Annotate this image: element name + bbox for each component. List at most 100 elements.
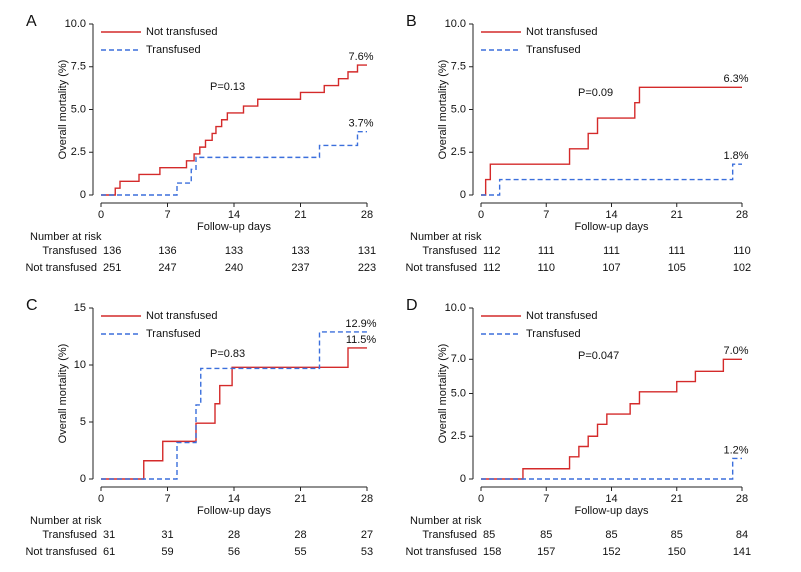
y-axis-label: Overall mortality (%) [437,344,449,444]
risk-count: 56 [228,546,240,558]
risk-count: 150 [668,546,686,558]
risk-count: 105 [668,262,686,274]
x-tick-label: 7 [164,493,170,505]
risk-count: 27 [361,529,373,541]
risk-count: 247 [158,262,176,274]
end-label: 12.9% [345,318,376,330]
x-tick-label: 28 [361,209,373,221]
y-tick-label: 7.5 [71,61,86,73]
legend-label: Not transfused [146,26,218,38]
legend-label: Not transfused [146,310,218,322]
annotation: P=0.047 [578,350,619,362]
survival-line [101,347,367,480]
x-tick-label: 7 [543,209,549,221]
panel: A 0 2.5 5.0 7.5 10.0 0 7 14 21 28 Follow-up days Ove… [25,13,376,274]
risk-row-label: Transfused [42,529,97,541]
y-tick-label: 0 [80,189,86,201]
risk-count: 28 [228,529,240,541]
x-axis-label: Follow-up days [197,505,271,517]
x-tick-label: 14 [605,493,617,505]
risk-count: 111 [668,245,685,257]
end-label: 7.6% [348,51,373,63]
risk-count: 85 [540,529,552,541]
y-tick-label: 5.0 [451,103,466,115]
risk-row-label: Transfused [422,529,477,541]
risk-count: 85 [483,529,495,541]
x-axis-label: Follow-up days [575,505,649,517]
risk-count: 112 [483,262,501,274]
risk-count: 133 [225,245,243,257]
risk-count: 158 [483,546,501,558]
panel-letter: D [406,297,418,314]
risk-count: 152 [602,546,620,558]
annotation: P=0.83 [210,348,245,360]
end-label: 7.0% [723,345,748,357]
panel-letter: B [406,13,417,30]
risk-row-label: Not transfused [25,546,97,558]
legend-label: Transfused [146,328,201,340]
annotation: P=0.13 [210,81,245,93]
risk-row-label: Not transfused [405,546,477,558]
x-tick-label: 28 [361,493,373,505]
x-tick-label: 21 [294,209,306,221]
risk-row-label: Not transfused [405,262,477,274]
y-tick-label: 10.0 [65,18,86,30]
survival-line [481,163,742,196]
risk-count: 102 [733,262,751,274]
survival-line [101,131,367,196]
y-tick-label: 5.0 [451,387,466,399]
x-tick-label: 21 [294,493,306,505]
legend-label: Transfused [526,328,581,340]
risk-count: 110 [537,262,555,274]
end-label: 1.2% [723,444,748,456]
risk-row-label: Transfused [422,245,477,257]
risk-count: 59 [161,546,173,558]
risk-count: 133 [291,245,309,257]
risk-count: 157 [537,546,555,558]
risk-count: 141 [733,546,751,558]
risk-count: 136 [103,245,121,257]
end-label: 11.5% [346,334,377,346]
end-label: 1.8% [723,150,748,162]
end-label: 6.3% [723,73,748,85]
panel: C 0 5 10 15 0 7 14 21 28 Follow-up days Overall mor… [25,297,376,558]
risk-count: 61 [103,546,115,558]
y-tick-label: 5 [80,416,86,428]
y-tick-label: 7.0 [451,353,466,365]
risk-title: Number at risk [30,515,102,527]
panel-letter: C [26,297,38,314]
risk-count: 85 [605,529,617,541]
y-tick-label: 15 [74,302,86,314]
risk-count: 110 [733,245,751,257]
risk-count: 107 [602,262,620,274]
annotation: P=0.09 [578,87,613,99]
panel: B 0 2.5 5.0 7.5 10.0 0 7 14 21 28 Follow-up days Ove… [405,13,751,274]
x-tick-label: 0 [98,493,104,505]
x-tick-label: 0 [478,209,484,221]
risk-count: 223 [358,262,376,274]
y-axis-label: Overall mortality (%) [437,60,449,160]
survival-line [481,86,742,196]
y-axis-label: Overall mortality (%) [57,344,69,444]
y-tick-label: 2.5 [451,430,466,442]
legend-label: Not transfused [526,310,598,322]
end-label: 3.7% [348,118,373,130]
legend-label: Transfused [526,44,581,56]
x-tick-label: 7 [164,209,170,221]
y-tick-label: 0 [80,473,86,485]
x-tick-label: 14 [228,493,240,505]
y-tick-label: 0 [460,189,466,201]
y-tick-label: 2.5 [71,146,86,158]
x-tick-label: 0 [98,209,104,221]
risk-count: 85 [671,529,683,541]
y-tick-label: 5.0 [71,103,86,115]
risk-count: 111 [538,245,555,257]
x-tick-label: 14 [605,209,617,221]
legend-label: Transfused [146,44,201,56]
risk-count: 53 [361,546,373,558]
x-tick-label: 0 [478,493,484,505]
y-tick-label: 0 [460,473,466,485]
legend-label: Not transfused [526,26,598,38]
